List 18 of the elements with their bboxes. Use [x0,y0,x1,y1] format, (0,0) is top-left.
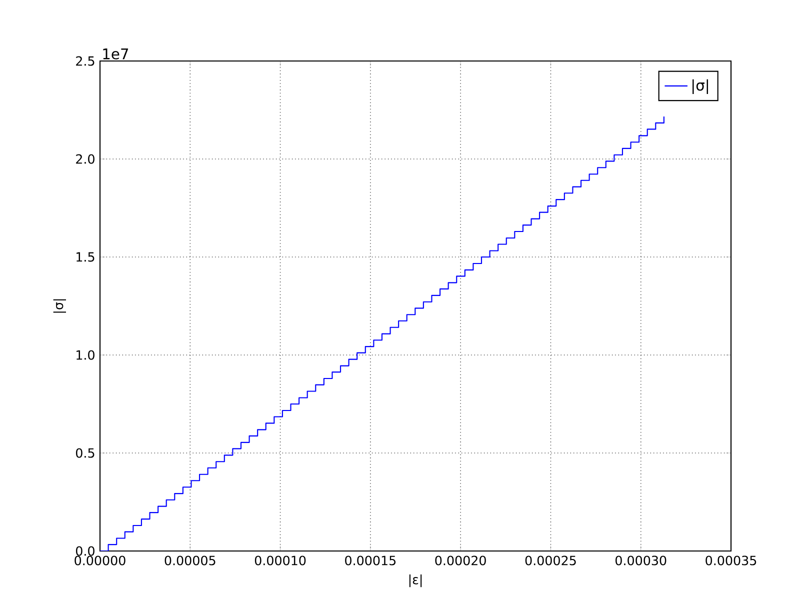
y-tick-label: 1.5 [76,252,94,262]
y-tick-label: 0.0 [76,546,94,556]
y-tick-label: 1.0 [76,350,94,360]
x-tick-label: 0.00025 [525,556,576,566]
x-tick-label: 0.00000 [74,556,126,566]
y-tick-label: 2.0 [76,154,94,164]
y-tick-label: 0.5 [76,448,94,458]
y-tick-label: 2.5 [76,56,94,66]
text: 1e7 [103,48,128,60]
x-tick-label: 0.00010 [254,556,306,566]
x-tick-label: 0.00020 [435,556,486,566]
x-tick-label: 0.00035 [706,556,756,566]
x-tick-label: 0.00030 [616,556,666,566]
legend-label: |σ| [692,79,708,94]
x-axis-title: |ε| [409,574,422,588]
x-tick-label: 0.00015 [345,556,396,566]
x-tick-label: 0.00005 [164,556,216,566]
y-axis-title: |σ| [53,299,66,313]
